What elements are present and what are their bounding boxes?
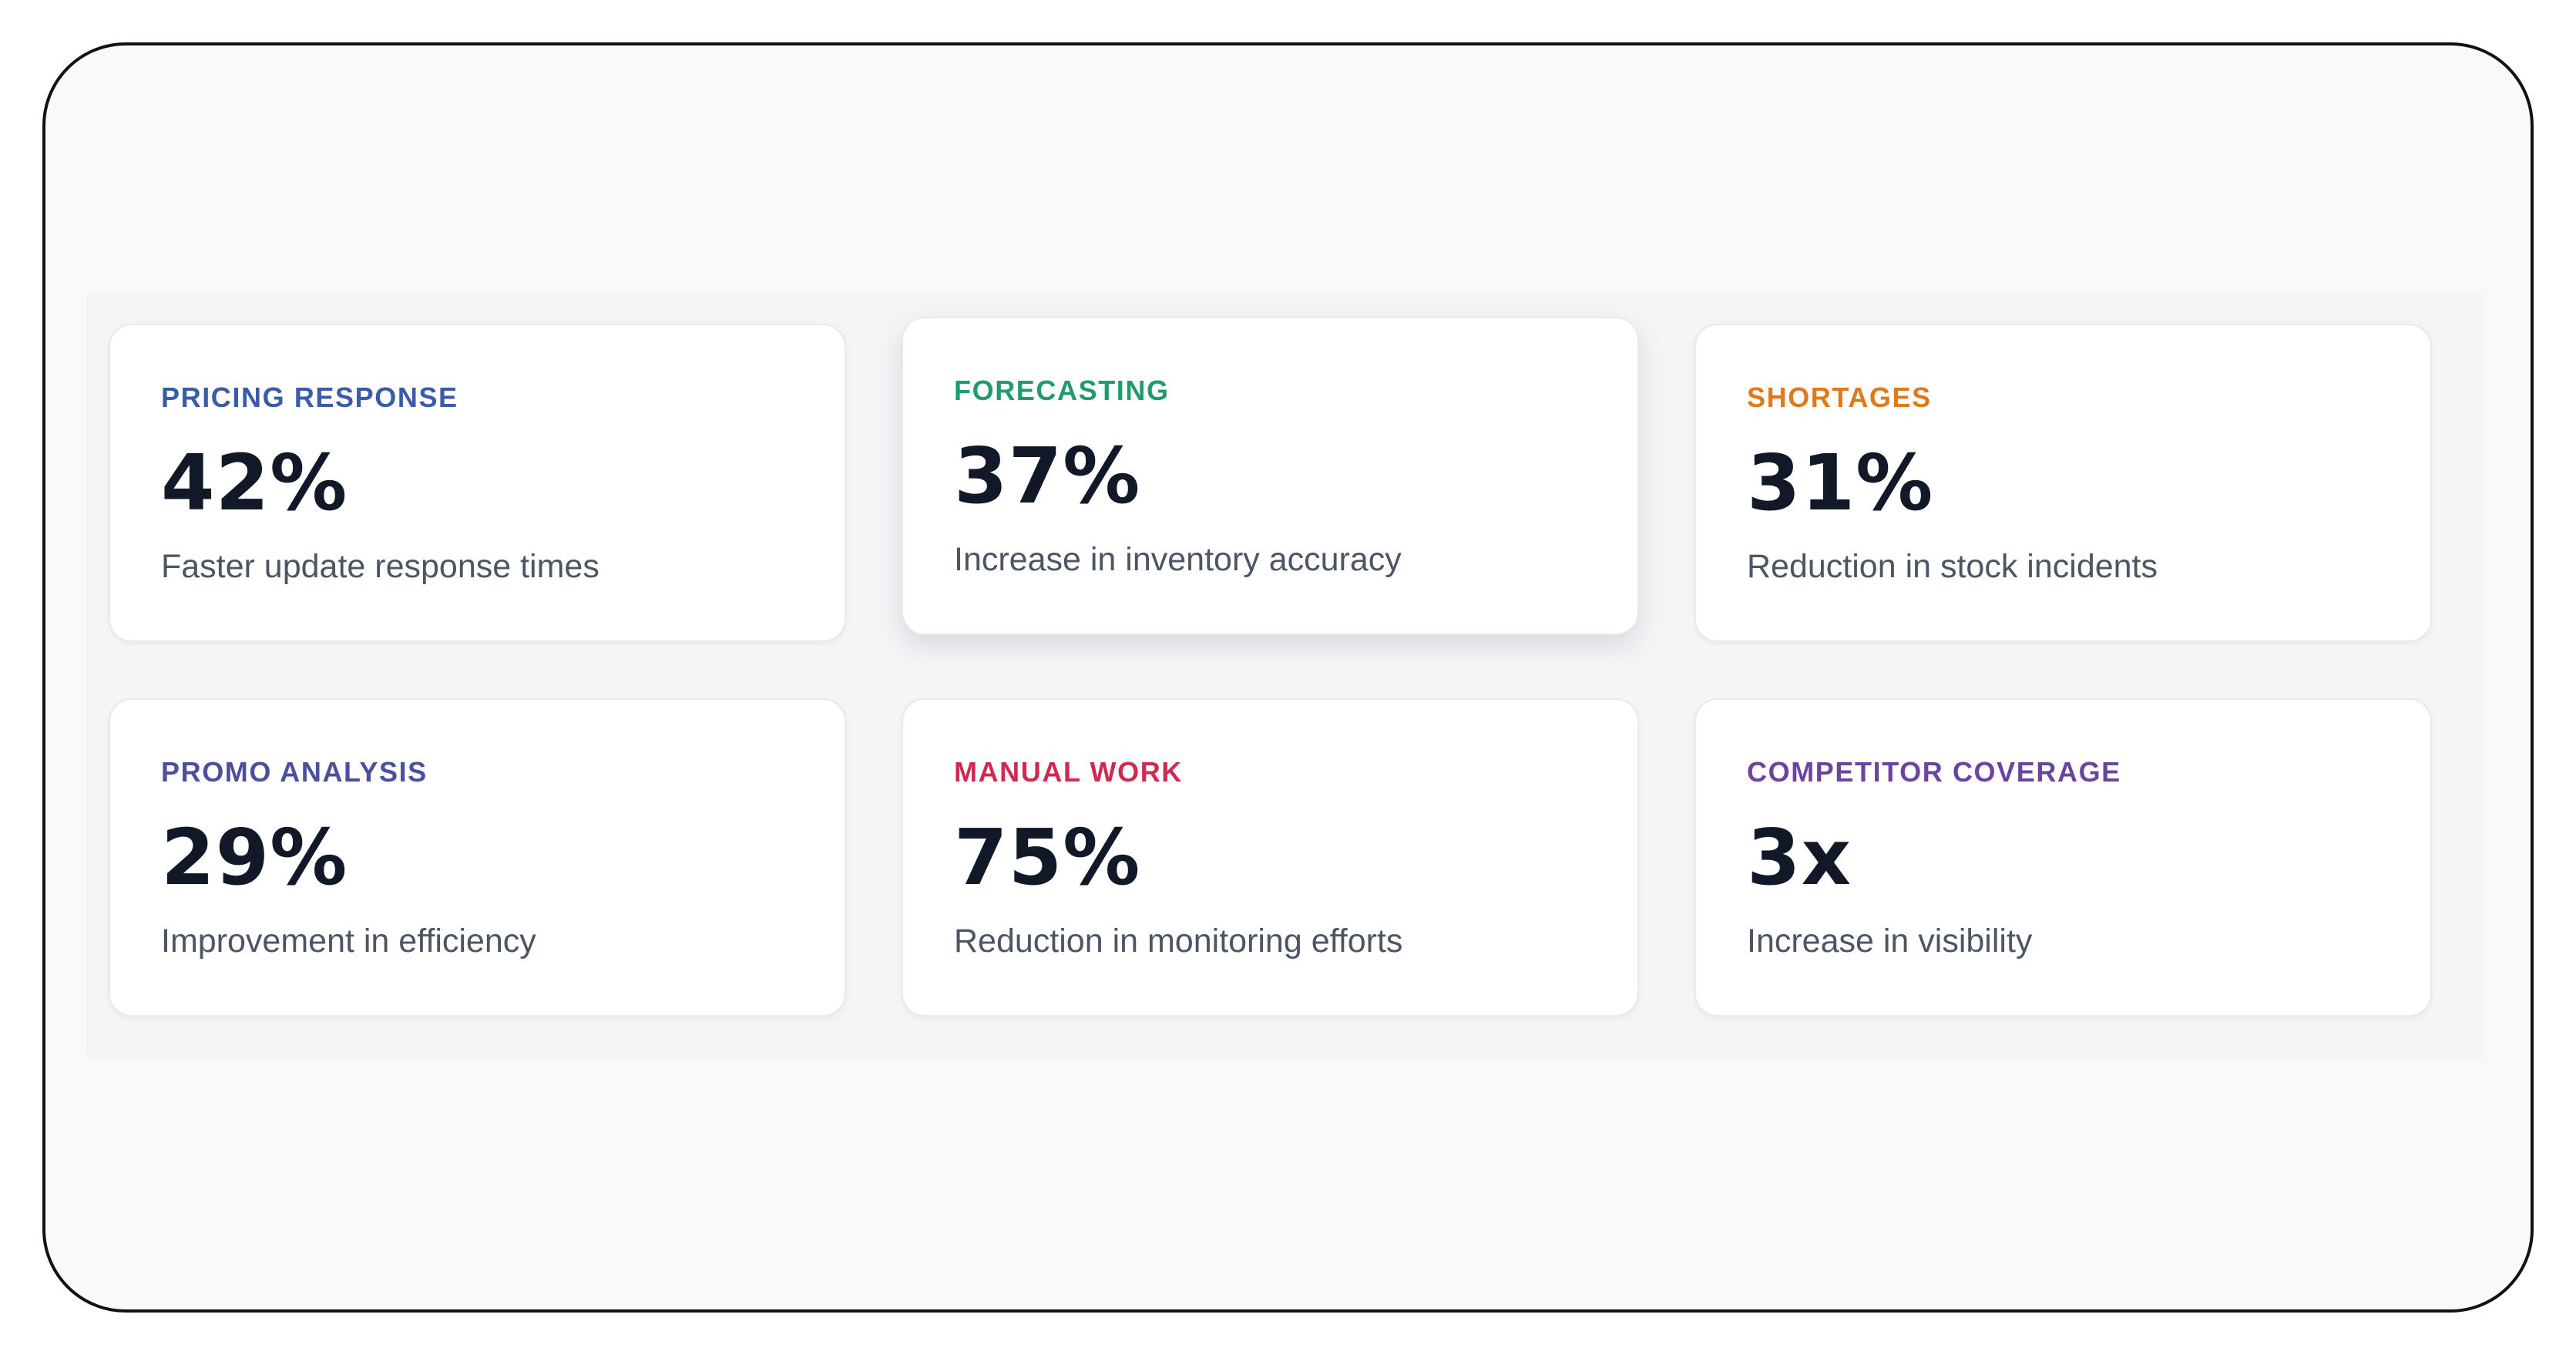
stat-label: SHORTAGES xyxy=(1747,382,1932,413)
stat-card: MANUAL WORK 75% Reduction in monitoring ef… xyxy=(902,698,1639,1017)
stat-description: Increase in visibility xyxy=(1747,923,2033,960)
stat-value: 75% xyxy=(954,812,1141,903)
stat-card: SHORTAGES 31% Reduction in stock incidents xyxy=(1694,324,2432,642)
stat-label: COMPETITOR COVERAGE xyxy=(1747,756,2121,788)
stat-description: Improvement in efficiency xyxy=(161,923,536,960)
stat-label: MANUAL WORK xyxy=(954,756,1183,788)
stat-description: Reduction in monitoring efforts xyxy=(954,923,1403,960)
stat-card: FORECASTING 37% Increase in inventory accu… xyxy=(902,317,1639,635)
stat-description: Faster update response times xyxy=(161,548,599,585)
stat-label: PRICING RESPONSE xyxy=(161,382,458,413)
stat-label: FORECASTING xyxy=(954,375,1170,406)
stat-card: COMPETITOR COVERAGE 3x Increase in visibil… xyxy=(1694,698,2432,1017)
stat-description: Increase in inventory accuracy xyxy=(954,541,1402,578)
stat-value: 37% xyxy=(954,431,1141,521)
stat-value: 3x xyxy=(1747,812,1852,903)
stats-panel: PRICING RESPONSE 42% Faster update respons… xyxy=(86,293,2484,1060)
stat-card: PRICING RESPONSE 42% Faster update respons… xyxy=(109,324,846,642)
stat-value: 42% xyxy=(161,438,348,528)
stat-label: PROMO ANALYSIS xyxy=(161,756,428,788)
stat-value: 29% xyxy=(161,812,348,903)
stat-card: PROMO ANALYSIS 29% Improvement in efficien… xyxy=(109,698,846,1017)
stat-value: 31% xyxy=(1747,438,1934,528)
stat-description: Reduction in stock incidents xyxy=(1747,548,2158,585)
